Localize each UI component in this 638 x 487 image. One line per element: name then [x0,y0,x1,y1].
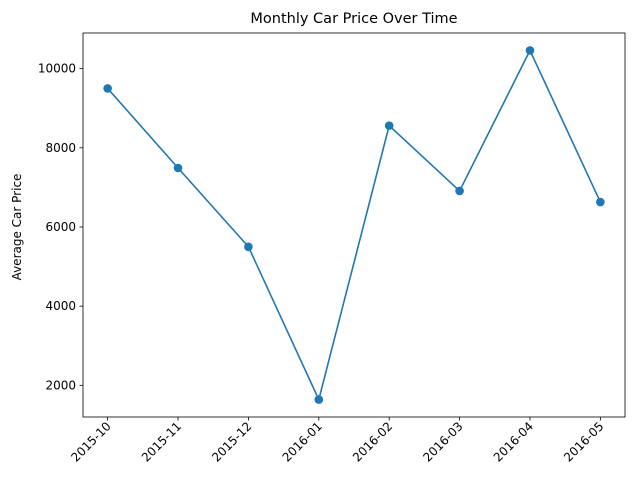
data-point [384,121,394,130]
data-point [525,46,535,55]
chart-title: Monthly Car Price Over Time [250,11,457,27]
y-tick-label: 8000 [45,141,76,155]
data-point [173,163,183,173]
y-tick-label: 2000 [45,378,76,392]
y-tick-label: 6000 [45,220,76,234]
data-point [455,186,464,196]
data-point [314,395,324,404]
data-point [596,197,605,207]
series-line [107,49,602,401]
data-point [103,84,112,93]
y-axis-label: Average Car Price [10,174,24,281]
y-tick-label: 4000 [45,299,76,313]
plot-frame [82,32,626,418]
y-tick-label: 10000 [38,62,76,76]
data-point [244,242,253,252]
